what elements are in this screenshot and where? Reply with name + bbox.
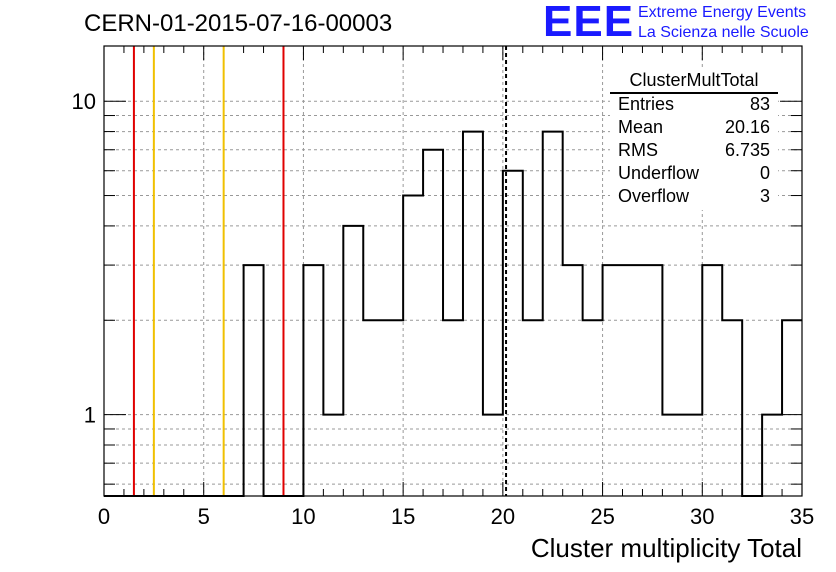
histogram-outline	[104, 130, 802, 497]
x-tick-label: 20	[491, 504, 515, 529]
x-tick-label: 15	[391, 504, 415, 529]
plot-frame	[103, 45, 803, 497]
y-tick-label: 1	[84, 403, 96, 428]
logo-line-2: La Scienza nelle Scuole	[638, 24, 809, 41]
x-tick-label: 0	[98, 504, 110, 529]
stats-title: ClusterMultTotal	[610, 70, 778, 94]
stats-row-underflow: Underflow 0	[618, 163, 770, 185]
grid	[103, 46, 803, 496]
stats-value: 6.735	[724, 140, 770, 160]
run-title: CERN-01-2015-07-16-00003	[84, 10, 393, 37]
y-tick-label: 10	[72, 89, 96, 114]
logo-mark: EEE	[543, 0, 635, 46]
stats-value: 83	[749, 94, 770, 114]
stats-row-entries: Entries 83	[618, 94, 770, 116]
stats-row-rms: RMS 6.735	[618, 140, 770, 162]
stats-row-overflow: Overflow 3	[618, 186, 770, 208]
x-axis-label: Cluster multiplicity Total	[530, 533, 802, 563]
stats-value: 20.16	[724, 117, 770, 137]
stats-value: 3	[759, 186, 770, 206]
stats-row-mean: Mean 20.16	[618, 117, 770, 139]
x-tick-label: 25	[590, 504, 614, 529]
stats-box: ClusterMultTotal Entries 83 Mean 20.16 R…	[610, 70, 778, 210]
x-tick-label: 10	[291, 504, 315, 529]
logo-line-1: Extreme Energy Events	[638, 4, 807, 21]
stats-label: Mean	[618, 117, 664, 137]
marker-lines	[132, 46, 508, 496]
stats-value: 0	[759, 163, 770, 183]
eee-logo: EEE Extreme Energy Events La Scienza nel…	[543, 0, 833, 46]
stats-label: Underflow	[618, 163, 700, 183]
x-tick-label: 35	[790, 504, 814, 529]
x-tick-label: 5	[198, 504, 210, 529]
stats-label: Overflow	[618, 186, 690, 206]
x-tick-label: 30	[690, 504, 714, 529]
stats-label: RMS	[618, 140, 658, 160]
stats-label: Entries	[618, 94, 675, 114]
